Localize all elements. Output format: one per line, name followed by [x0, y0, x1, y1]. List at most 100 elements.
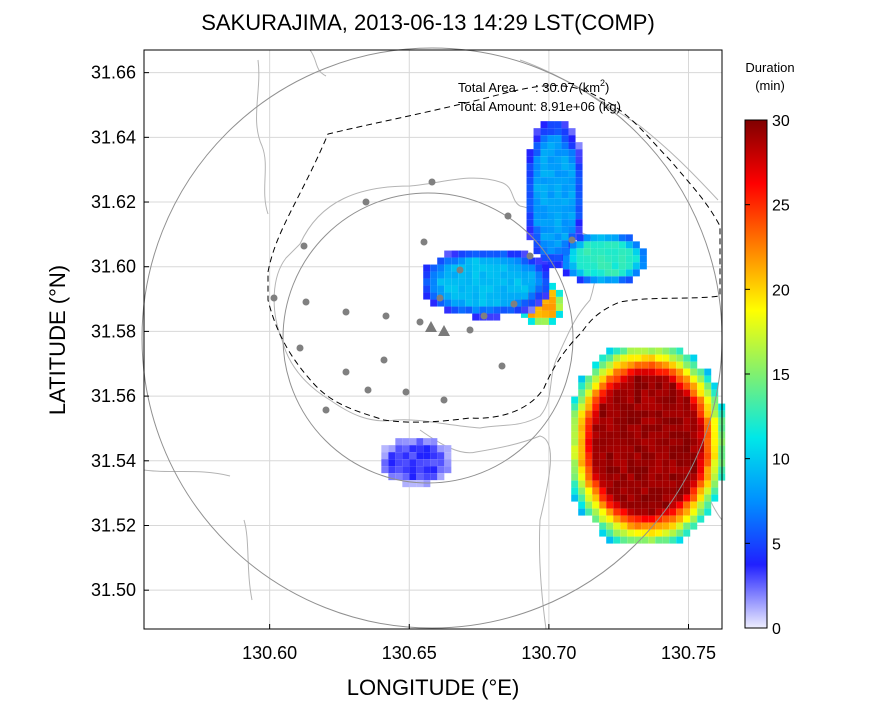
duration-cell: [451, 250, 459, 258]
duration-cell: [662, 403, 670, 411]
duration-cell: [578, 375, 586, 383]
duration-cell: [541, 296, 549, 304]
duration-cell: [585, 452, 593, 460]
duration-cell: [606, 382, 614, 390]
duration-cell: [697, 396, 705, 404]
duration-cell: [571, 403, 579, 411]
duration-cell: [568, 135, 576, 143]
duration-cell: [599, 368, 607, 376]
duration-cell: [533, 219, 541, 227]
duration-cell: [613, 438, 621, 446]
duration-cell: [472, 250, 480, 258]
duration-cell: [592, 417, 600, 425]
duration-cell: [590, 241, 598, 249]
duration-cell: [472, 285, 480, 293]
duration-cell: [648, 431, 656, 439]
y-axis-label: LATITUDE (°N): [45, 265, 70, 415]
duration-cell: [655, 473, 663, 481]
duration-cell: [697, 417, 705, 425]
duration-cell: [632, 269, 640, 277]
duration-cell: [423, 264, 431, 272]
duration-cell: [521, 257, 529, 265]
duration-cell: [585, 417, 593, 425]
station-dot: [498, 362, 506, 370]
y-tick-label: 31.62: [91, 192, 136, 212]
duration-cell: [690, 522, 698, 530]
duration-cell: [395, 438, 403, 446]
duration-cell: [535, 271, 543, 279]
duration-cell: [451, 306, 459, 314]
duration-cell: [676, 389, 684, 397]
duration-cell: [697, 445, 705, 453]
station-dot: [270, 294, 278, 302]
duration-cell: [479, 299, 487, 307]
duration-cell: [521, 306, 529, 314]
duration-cell: [583, 255, 591, 263]
duration-cell: [599, 361, 607, 369]
duration-cell: [585, 466, 593, 474]
duration-cell: [568, 212, 576, 220]
duration-cell: [592, 480, 600, 488]
duration-cell: [547, 261, 555, 269]
duration-cell: [533, 212, 541, 220]
duration-cell: [500, 257, 508, 265]
duration-cell: [555, 296, 563, 304]
duration-cell: [676, 368, 684, 376]
duration-cell: [592, 368, 600, 376]
duration-cell: [486, 299, 494, 307]
duration-cell: [465, 257, 473, 265]
duration-cell: [561, 170, 569, 178]
duration-cell: [533, 184, 541, 192]
duration-cell: [613, 445, 621, 453]
duration-cell: [648, 494, 656, 502]
duration-cell: [690, 466, 698, 474]
duration-cell: [592, 487, 600, 495]
duration-cell: [444, 292, 452, 300]
duration-cell: [613, 515, 621, 523]
duration-cell: [395, 452, 403, 460]
duration-cell: [479, 257, 487, 265]
duration-cell: [526, 233, 534, 241]
duration-cell: [562, 262, 570, 270]
duration-cell: [514, 278, 522, 286]
station-dot: [504, 212, 512, 220]
duration-cell: [620, 396, 628, 404]
duration-cell: [655, 368, 663, 376]
duration-cell: [423, 292, 431, 300]
duration-cell: [606, 459, 614, 467]
duration-cell: [479, 278, 487, 286]
duration-cell: [676, 494, 684, 502]
duration-cell: [554, 198, 562, 206]
duration-cell: [639, 262, 647, 270]
duration-cell: [606, 445, 614, 453]
duration-cell: [655, 536, 663, 544]
duration-cell: [528, 292, 536, 300]
duration-cell: [437, 466, 445, 474]
duration-cell: [585, 431, 593, 439]
duration-cell: [704, 417, 712, 425]
duration-cell: [578, 480, 586, 488]
duration-cell: [388, 466, 396, 474]
duration-cell: [569, 262, 577, 270]
station-dot: [480, 312, 488, 320]
duration-cell: [704, 438, 712, 446]
duration-cell: [655, 417, 663, 425]
duration-cell: [597, 234, 605, 242]
duration-cell: [606, 494, 614, 502]
duration-cell: [627, 431, 635, 439]
duration-cell: [620, 522, 628, 530]
duration-cell: [592, 361, 600, 369]
duration-cell: [704, 473, 712, 481]
duration-cell: [548, 296, 556, 304]
duration-cell: [575, 142, 583, 150]
duration-cell: [430, 459, 438, 467]
duration-cell: [585, 501, 593, 509]
duration-cell: [711, 417, 719, 425]
duration-cell: [561, 233, 569, 241]
duration-cell: [662, 424, 670, 432]
coastline-segment: [243, 519, 253, 601]
chart-title: SAKURAJIMA, 2013-06-13 14:29 LST(COMP): [201, 10, 655, 35]
station-dot: [380, 356, 388, 364]
duration-cell: [571, 396, 579, 404]
duration-cell: [676, 515, 684, 523]
